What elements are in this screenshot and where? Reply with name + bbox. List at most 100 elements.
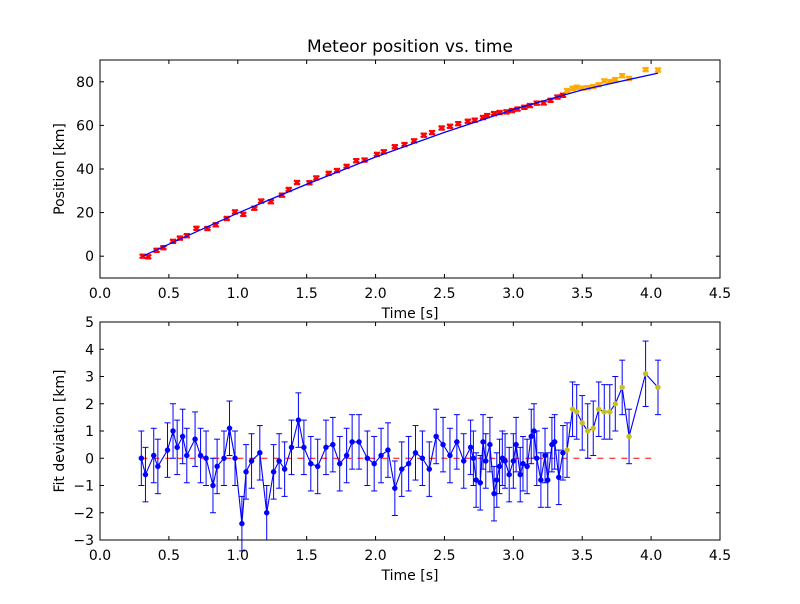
data-point: [618, 72, 626, 79]
data-point: [446, 123, 454, 130]
data-point: [483, 458, 489, 464]
data-point: [454, 120, 462, 127]
data-point: [460, 458, 467, 464]
data-point: [601, 409, 608, 415]
data-point: [405, 460, 412, 467]
data-point: [520, 460, 526, 467]
data-point: [611, 76, 619, 83]
y-tick-label: 60: [76, 118, 94, 134]
data-point: [573, 84, 581, 91]
data-point: [419, 455, 426, 461]
data-point: [573, 409, 580, 415]
data-point: [579, 420, 585, 426]
y-tick-label: −1: [73, 479, 94, 495]
data-point: [270, 469, 277, 475]
data-point: [654, 67, 662, 73]
data-point: [470, 455, 477, 461]
data-point: [551, 439, 558, 445]
y-tick-label: 2: [85, 397, 94, 413]
data-point: [477, 480, 484, 486]
data-point: [203, 455, 209, 461]
data-point: [517, 471, 523, 478]
deviation-panel: Time [s] Fit deviation [km] 0.0 0.5 1.0 1.5…: [52, 315, 731, 584]
data-point: [420, 132, 428, 139]
data-point: [364, 455, 371, 461]
residual-line: [566, 372, 659, 451]
x-tick-label: 3.5: [571, 286, 593, 302]
data-point: [138, 455, 145, 461]
position-panel: Meteor position vs. time Time [s] Positi…: [52, 37, 731, 322]
data-point: [502, 458, 508, 464]
data-point: [528, 433, 534, 440]
data-point: [545, 477, 551, 483]
data-point: [560, 450, 566, 456]
x-tick-label: 4.5: [709, 286, 731, 302]
data-point: [239, 520, 245, 527]
data-point: [301, 444, 307, 451]
data-point: [440, 441, 446, 448]
data-point: [210, 482, 216, 489]
x-tick-label: 2.0: [364, 286, 386, 302]
data-point: [584, 428, 591, 434]
data-point: [412, 450, 419, 456]
data-point: [391, 143, 399, 150]
data-point: [226, 425, 233, 432]
data-point: [179, 433, 186, 440]
x-tick-label: 2.0: [364, 548, 386, 564]
data-point: [556, 474, 562, 481]
data-point: [392, 485, 398, 491]
data-point: [542, 452, 548, 459]
y-axis-label: Position [km]: [52, 123, 68, 215]
x-tick-label: 2.5: [433, 286, 455, 302]
y-tick-label: 4: [85, 342, 94, 358]
data-point: [600, 78, 608, 84]
data-point: [513, 441, 519, 448]
data-point: [464, 118, 472, 125]
data-point: [385, 447, 391, 453]
y-tick-label: 3: [85, 370, 94, 386]
fit-line: [142, 72, 659, 257]
data-point: [398, 466, 405, 472]
data-point: [352, 157, 360, 164]
y-axis-label: Fit deviation [km]: [52, 369, 68, 492]
data-point: [293, 179, 301, 186]
data-point: [642, 371, 649, 377]
data-point: [626, 433, 632, 440]
data-point: [257, 450, 263, 456]
data-point: [607, 409, 613, 415]
data-point: [564, 447, 570, 453]
x-tick-label: 4.5: [709, 548, 731, 564]
plot-frame: [99, 59, 721, 279]
data-point: [288, 444, 295, 451]
data-point: [295, 417, 302, 423]
data-point: [494, 477, 500, 483]
y-tick-label: 0: [85, 249, 94, 265]
y-tick-label: −2: [73, 506, 94, 522]
data-point: [323, 444, 329, 451]
data-point: [239, 211, 247, 218]
data-point: [438, 125, 446, 131]
data-point: [142, 471, 149, 478]
x-axis-label: Time [s]: [381, 306, 439, 322]
data-point: [378, 452, 384, 459]
x-tick-label: 1.5: [296, 548, 318, 564]
data-point: [496, 463, 503, 470]
data-point: [563, 87, 571, 94]
x-tick-label: 1.0: [227, 286, 249, 302]
chart-title: Meteor position vs. time: [307, 37, 513, 57]
data-point: [192, 436, 198, 442]
data-point: [343, 452, 350, 459]
data-point: [197, 452, 204, 459]
data-point: [164, 447, 171, 453]
x-tick-label: 0.0: [89, 286, 111, 302]
y-tick-label: 20: [76, 206, 94, 222]
x-tick-label: 3.5: [571, 548, 593, 564]
x-tick-label: 3.0: [502, 548, 524, 564]
data-point: [433, 433, 439, 440]
data-point: [596, 406, 602, 412]
y-tick-label: 5: [85, 315, 94, 331]
y-tick-label: 0: [85, 451, 94, 467]
x-tick-label: 0.5: [158, 286, 180, 302]
